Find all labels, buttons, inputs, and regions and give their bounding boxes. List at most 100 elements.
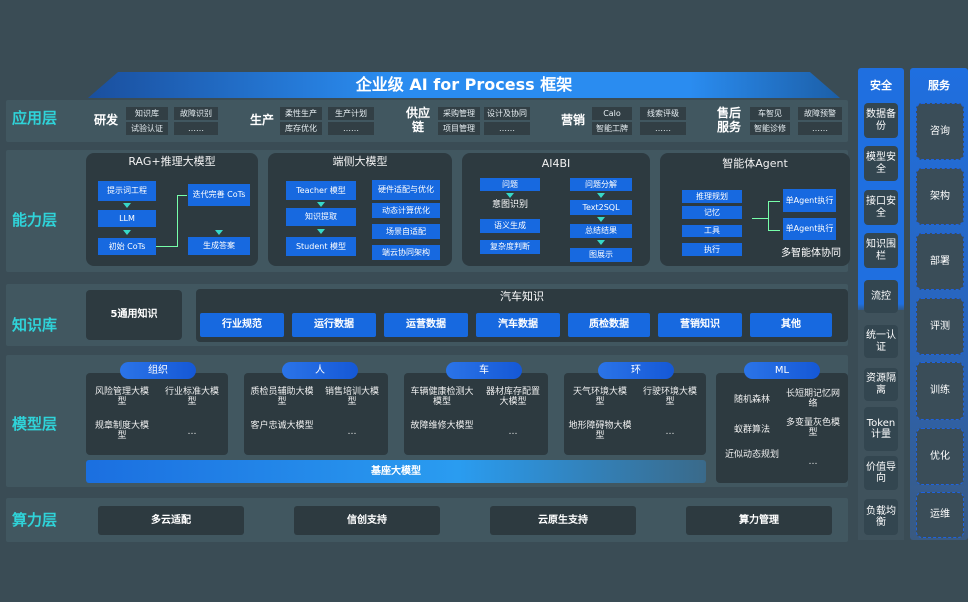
single-agent: 单Agent执行: [783, 218, 836, 240]
knowledge-item: 汽车数据: [476, 313, 560, 337]
edge-feature: 端云协同架构: [372, 245, 440, 260]
bi-step: 语义生成: [480, 219, 540, 233]
model-item: 行驶环境大模型: [642, 387, 697, 408]
model-item: …: [347, 427, 357, 437]
security-item: 数据备份: [864, 103, 898, 138]
compute-item: 云原生支持: [490, 506, 636, 535]
auto-knowledge-title: 汽车知识: [500, 290, 544, 303]
model-item: 客户忠诚大模型: [250, 421, 314, 431]
app-item[interactable]: Calo: [592, 107, 632, 120]
app-item[interactable]: ……: [640, 122, 686, 135]
model-item: 销售培训大模型: [324, 387, 379, 408]
layer-label-compute: 算力层: [12, 511, 58, 529]
app-item[interactable]: 智能工牌: [592, 122, 632, 135]
edge-title: 端侧大模型: [332, 155, 388, 168]
model-item: …: [665, 427, 675, 437]
connector-line: [768, 201, 769, 231]
app-item[interactable]: 智能诊修: [750, 122, 790, 135]
connector-line: [768, 230, 780, 231]
app-item[interactable]: 库存优化: [280, 122, 322, 135]
bi-step: 复杂度判断: [480, 240, 540, 254]
service-item: 咨询: [916, 103, 964, 160]
model-item: 风险管理大模型: [94, 387, 149, 408]
connector-line: [177, 195, 187, 196]
arrow-down-icon: [215, 230, 223, 235]
model-item: 器材库存配置大模型: [485, 387, 540, 408]
layer-label-ability: 能力层: [12, 211, 58, 229]
edge-step: Teacher 模型: [286, 181, 356, 200]
knowledge-item: 质检数据: [568, 313, 650, 337]
model-item: 近似动态规划: [724, 450, 779, 460]
layer-label-model: 模型层: [12, 415, 58, 433]
bi-step: 总结结果: [570, 224, 632, 238]
knowledge-item: 营销知识: [658, 313, 742, 337]
model-item: 车辆健康检测大模型: [410, 387, 474, 408]
app-item[interactable]: ……: [798, 122, 842, 135]
service-item: 部署: [916, 233, 964, 290]
base-model-label: 基座大模型: [371, 465, 421, 477]
app-item[interactable]: ……: [328, 122, 374, 135]
app-item[interactable]: 车智见: [750, 107, 790, 120]
app-item[interactable]: 设计及协同: [484, 107, 530, 120]
model-item: 随机森林: [733, 395, 770, 405]
agent-module: 工具: [682, 225, 742, 237]
connector-line: [156, 246, 178, 247]
knowledge-item: 其他: [750, 313, 832, 337]
rag-step: LLM: [98, 210, 156, 227]
compute-item: 信创支持: [294, 506, 440, 535]
connector-line: [177, 195, 178, 247]
service-item: 训练: [916, 362, 964, 420]
connector-line: [768, 201, 780, 202]
arrow-down-icon: [597, 217, 605, 222]
framework-title: 企业级 AI for Process 框架: [88, 72, 840, 98]
model-group-panel: [716, 373, 848, 483]
model-group-pill: ML: [744, 362, 820, 379]
model-item: 长短期记忆网络: [785, 389, 840, 410]
app-group-after-sales: 售后服务: [716, 106, 741, 134]
service-item: 评测: [916, 298, 964, 355]
service-item: 优化: [916, 428, 964, 485]
rag-step: 生成答案: [188, 237, 250, 255]
security-item: 接口安全: [864, 190, 898, 225]
security-item: Token计量: [864, 407, 898, 451]
model-group-pill: 组织: [120, 362, 196, 379]
app-item[interactable]: 知识库: [126, 107, 168, 120]
bi-step: 问题: [480, 178, 540, 191]
app-item[interactable]: 线索评级: [640, 107, 686, 120]
agent-title: 智能体Agent: [722, 157, 788, 170]
app-item[interactable]: 柔性生产: [280, 107, 322, 120]
app-item[interactable]: 试验认证: [126, 122, 168, 135]
agent-module: 记忆: [682, 206, 742, 219]
app-item[interactable]: ……: [174, 122, 218, 135]
rag-step: 迭代完善 CoTs: [188, 184, 250, 206]
app-item[interactable]: 项目管理: [438, 122, 480, 135]
app-item[interactable]: 故障识别: [174, 107, 218, 120]
knowledge-item: 运营数据: [384, 313, 468, 337]
security-item: 知识围栏: [864, 233, 898, 268]
security-item: 负载均衡: [864, 499, 898, 535]
agent-module: 执行: [682, 243, 742, 256]
model-group-pill: 车: [446, 362, 522, 379]
service-item: 运维: [916, 492, 964, 538]
model-item: …: [508, 427, 518, 437]
service-title: 服务: [928, 79, 950, 92]
edge-feature: 场景自适配: [372, 224, 440, 239]
edge-step: Student 模型: [286, 237, 356, 256]
app-item[interactable]: 生产计划: [328, 107, 374, 120]
ai4bi-title: AI4BI: [541, 157, 571, 170]
arrow-down-icon: [597, 193, 605, 198]
app-item[interactable]: 故障预警: [798, 107, 842, 120]
model-group-panel: [86, 373, 228, 455]
app-item[interactable]: ……: [484, 122, 530, 135]
compute-item: 算力管理: [686, 506, 832, 535]
model-group-pill: 人: [282, 362, 358, 379]
app-group-production: 生产: [249, 113, 274, 127]
layer-label-knowledge: 知识库: [12, 316, 58, 334]
arrow-down-icon: [123, 203, 131, 208]
model-item: 地形障碍物大模型: [568, 421, 632, 442]
model-item: 故障维修大模型: [410, 421, 474, 431]
app-item[interactable]: 采购管理: [438, 107, 480, 120]
model-group-panel: [404, 373, 548, 455]
security-title: 安全: [870, 79, 892, 92]
bi-step: Text2SQL: [570, 200, 632, 215]
